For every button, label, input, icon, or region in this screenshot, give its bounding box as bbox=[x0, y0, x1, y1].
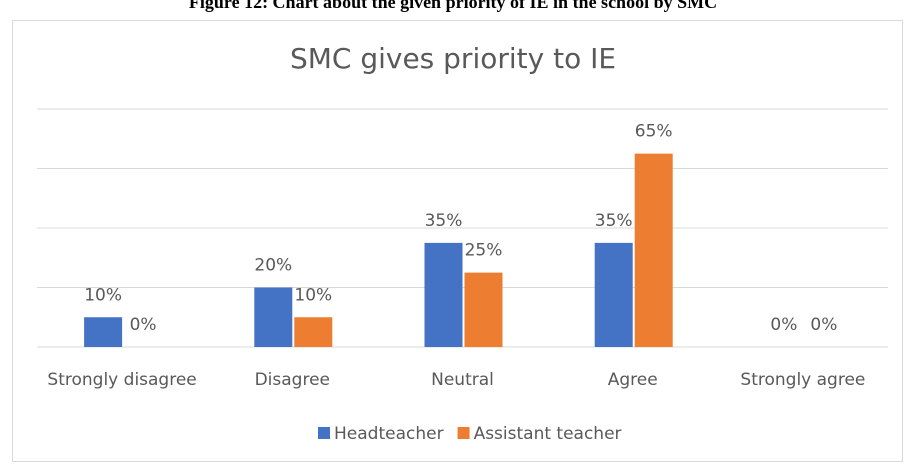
chart-title: SMC gives priority to IE bbox=[290, 42, 616, 75]
bar bbox=[84, 317, 123, 347]
data-label: 65% bbox=[635, 122, 673, 142]
data-label: 35% bbox=[425, 211, 463, 231]
data-label: 20% bbox=[254, 256, 292, 276]
legend-label: Headteacher bbox=[334, 424, 444, 444]
x-tick-label: Neutral bbox=[431, 370, 494, 390]
data-label: 10% bbox=[294, 285, 332, 305]
legend-swatch bbox=[457, 427, 470, 439]
bar bbox=[294, 317, 333, 347]
caption: Figure 12: Chart about the given priorit… bbox=[189, 0, 717, 12]
bar bbox=[634, 153, 673, 347]
bar bbox=[254, 287, 293, 347]
x-tick-label: Disagree bbox=[255, 370, 330, 390]
data-label: 35% bbox=[595, 211, 633, 231]
bar bbox=[464, 272, 503, 347]
bar bbox=[594, 242, 633, 347]
data-label: 0% bbox=[130, 315, 157, 335]
x-tick-label: Agree bbox=[608, 370, 658, 390]
data-label: 25% bbox=[465, 241, 503, 261]
x-tick-label: Strongly agree bbox=[740, 370, 865, 390]
bar bbox=[424, 242, 463, 347]
data-label: 0% bbox=[770, 315, 797, 335]
chart-border bbox=[12, 20, 903, 462]
legend-swatch bbox=[318, 427, 330, 439]
data-label: 0% bbox=[810, 315, 837, 335]
legend-label: Assistant teacher bbox=[474, 424, 622, 444]
data-label: 10% bbox=[84, 285, 122, 305]
x-tick-label: Strongly disagree bbox=[47, 370, 196, 390]
